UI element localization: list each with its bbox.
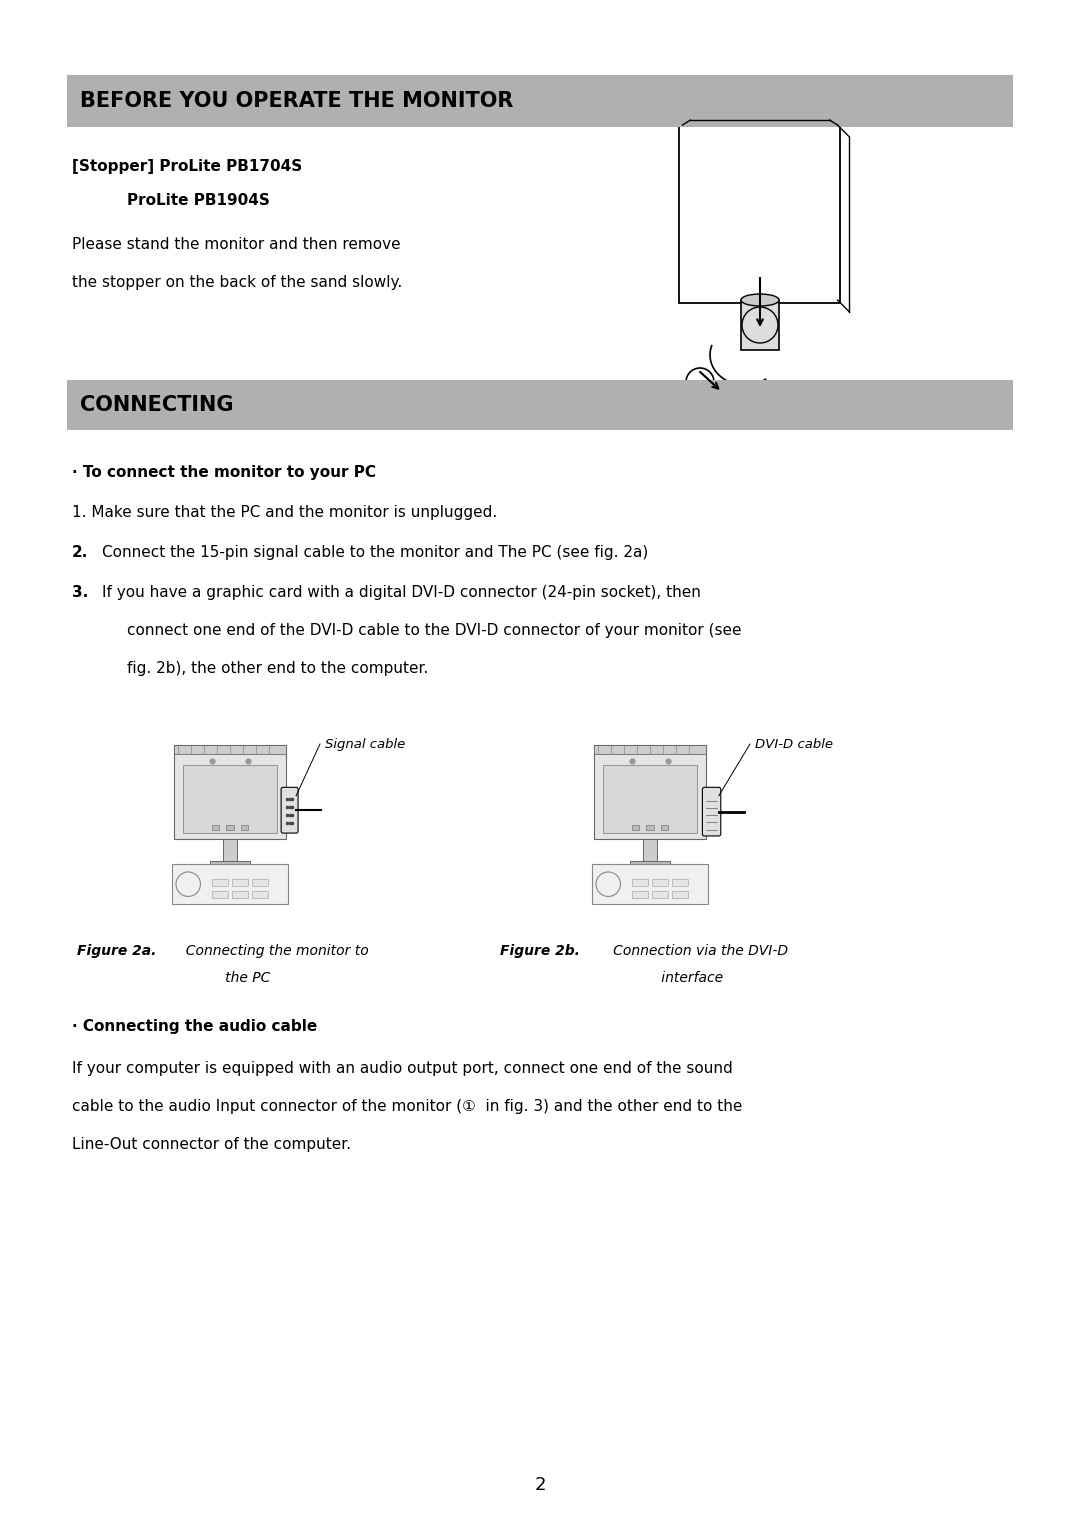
Text: Connect the 15-pin signal cable to the monitor and The PC (see fig. 2a): Connect the 15-pin signal cable to the m… bbox=[102, 545, 648, 560]
FancyBboxPatch shape bbox=[183, 765, 278, 834]
FancyBboxPatch shape bbox=[741, 300, 779, 350]
FancyBboxPatch shape bbox=[652, 890, 669, 898]
Text: cable to the audio Input connector of the monitor (①  in fig. 3) and the other e: cable to the audio Input connector of th… bbox=[72, 1099, 742, 1114]
Text: BEFORE YOU OPERATE THE MONITOR: BEFORE YOU OPERATE THE MONITOR bbox=[80, 90, 513, 112]
FancyBboxPatch shape bbox=[702, 788, 720, 835]
FancyBboxPatch shape bbox=[594, 745, 706, 838]
Text: 2: 2 bbox=[535, 1476, 545, 1493]
FancyBboxPatch shape bbox=[647, 825, 653, 831]
Text: · To connect the monitor to your PC: · To connect the monitor to your PC bbox=[72, 465, 376, 480]
Text: Signal cable: Signal cable bbox=[325, 737, 405, 751]
FancyBboxPatch shape bbox=[679, 122, 840, 303]
FancyBboxPatch shape bbox=[631, 860, 670, 868]
Text: connect one end of the DVI-D cable to the DVI-D connector of your monitor (see: connect one end of the DVI-D cable to th… bbox=[127, 623, 742, 638]
Text: DVI-D cable: DVI-D cable bbox=[755, 737, 833, 751]
FancyBboxPatch shape bbox=[673, 890, 688, 898]
Text: fig. 2b), the other end to the computer.: fig. 2b), the other end to the computer. bbox=[127, 661, 429, 676]
FancyBboxPatch shape bbox=[594, 745, 706, 754]
FancyBboxPatch shape bbox=[241, 825, 248, 831]
FancyBboxPatch shape bbox=[603, 765, 698, 834]
FancyBboxPatch shape bbox=[211, 860, 249, 868]
Text: If you have a graphic card with a digital DVI-D connector (24-pin socket), then: If you have a graphic card with a digita… bbox=[102, 584, 701, 600]
Text: Please stand the monitor and then remove: Please stand the monitor and then remove bbox=[72, 237, 401, 252]
FancyBboxPatch shape bbox=[632, 878, 648, 886]
FancyBboxPatch shape bbox=[67, 379, 1013, 430]
FancyBboxPatch shape bbox=[174, 745, 286, 754]
FancyBboxPatch shape bbox=[212, 825, 219, 831]
FancyBboxPatch shape bbox=[212, 878, 228, 886]
FancyBboxPatch shape bbox=[232, 890, 248, 898]
Text: the stopper on the back of the sand slowly.: the stopper on the back of the sand slow… bbox=[72, 275, 402, 291]
FancyBboxPatch shape bbox=[673, 878, 688, 886]
FancyBboxPatch shape bbox=[173, 864, 287, 904]
Text: [Stopper] ProLite PB1704S: [Stopper] ProLite PB1704S bbox=[72, 159, 302, 174]
Text: 3.: 3. bbox=[72, 584, 89, 600]
Text: ProLite PB1904S: ProLite PB1904S bbox=[127, 193, 270, 208]
Ellipse shape bbox=[741, 294, 779, 306]
Text: CONNECTING: CONNECTING bbox=[80, 395, 233, 415]
FancyBboxPatch shape bbox=[281, 788, 298, 832]
FancyBboxPatch shape bbox=[212, 890, 228, 898]
FancyBboxPatch shape bbox=[174, 745, 286, 838]
FancyBboxPatch shape bbox=[227, 825, 233, 831]
FancyBboxPatch shape bbox=[643, 838, 658, 860]
Text: Line-Out connector of the computer.: Line-Out connector of the computer. bbox=[72, 1137, 351, 1152]
FancyBboxPatch shape bbox=[652, 878, 669, 886]
FancyBboxPatch shape bbox=[253, 878, 268, 886]
FancyBboxPatch shape bbox=[222, 838, 238, 860]
Text: Connecting the monitor to: Connecting the monitor to bbox=[177, 944, 368, 958]
Text: Connection via the DVI-D: Connection via the DVI-D bbox=[600, 944, 788, 958]
FancyBboxPatch shape bbox=[632, 825, 639, 831]
Text: 2.: 2. bbox=[72, 545, 89, 560]
FancyBboxPatch shape bbox=[593, 864, 707, 904]
Text: interface: interface bbox=[600, 972, 724, 985]
FancyBboxPatch shape bbox=[67, 75, 1013, 127]
FancyBboxPatch shape bbox=[253, 890, 268, 898]
Text: 1. Make sure that the PC and the monitor is unplugged.: 1. Make sure that the PC and the monitor… bbox=[72, 505, 497, 520]
Text: If your computer is equipped with an audio output port, connect one end of the s: If your computer is equipped with an aud… bbox=[72, 1060, 732, 1076]
Text: · Connecting the audio cable: · Connecting the audio cable bbox=[72, 1019, 318, 1034]
FancyBboxPatch shape bbox=[632, 890, 648, 898]
Text: the PC: the PC bbox=[177, 972, 270, 985]
Circle shape bbox=[742, 308, 778, 343]
Text: Figure 2b.: Figure 2b. bbox=[500, 944, 580, 958]
Text: Figure 2a.: Figure 2a. bbox=[77, 944, 157, 958]
FancyBboxPatch shape bbox=[232, 878, 248, 886]
FancyBboxPatch shape bbox=[661, 825, 669, 831]
